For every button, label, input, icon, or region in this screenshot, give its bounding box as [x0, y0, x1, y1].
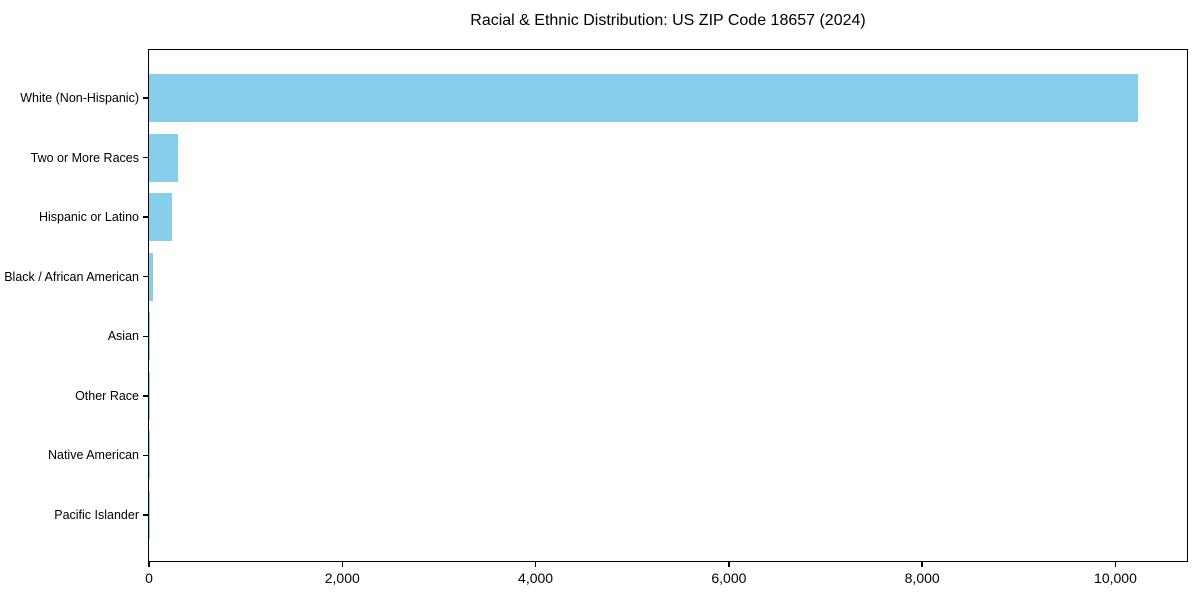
- y-axis-label: Two or More Races: [30, 150, 139, 165]
- y-tick: [142, 97, 149, 99]
- y-tick: [142, 514, 149, 516]
- bar: [149, 312, 151, 361]
- y-tick: [142, 454, 149, 457]
- x-axis-tick-label: 2,000: [324, 570, 360, 586]
- bar: [149, 133, 178, 182]
- y-axis-label: Black / African American: [4, 269, 139, 284]
- y-axis-label: White (Non-Hispanic): [20, 91, 139, 105]
- bar: [149, 74, 1138, 122]
- y-axis-label: Asian: [107, 329, 139, 344]
- bar: [149, 193, 172, 242]
- x-axis-tick-label: 8,000: [904, 570, 940, 586]
- x-tick: [341, 561, 344, 567]
- x-tick: [148, 561, 150, 567]
- x-tick: [728, 561, 730, 567]
- bar: [149, 371, 150, 420]
- y-axis-label: Native American: [47, 448, 139, 463]
- y-tick: [142, 395, 149, 397]
- axes-frame: [148, 49, 1188, 562]
- y-tick: [142, 275, 149, 278]
- x-axis-tick-label: 10,000: [1094, 570, 1137, 586]
- x-tick: [921, 561, 923, 567]
- bar: [149, 252, 154, 301]
- chart-title: Racial & Ethnic Distribution: US ZIP Cod…: [470, 12, 866, 29]
- y-tick: [142, 216, 149, 218]
- x-axis-tick-label: 0: [145, 570, 153, 586]
- y-axis-label: Hispanic or Latino: [38, 210, 139, 225]
- y-axis-label: Other Race: [75, 388, 139, 403]
- y-tick: [142, 335, 149, 338]
- x-tick: [1114, 561, 1117, 567]
- x-axis-tick-label: 6,000: [711, 570, 747, 586]
- y-axis-label: Pacific Islander: [54, 508, 139, 522]
- x-tick: [534, 561, 537, 567]
- x-axis-tick-label: 4,000: [518, 570, 554, 586]
- y-tick: [142, 156, 149, 159]
